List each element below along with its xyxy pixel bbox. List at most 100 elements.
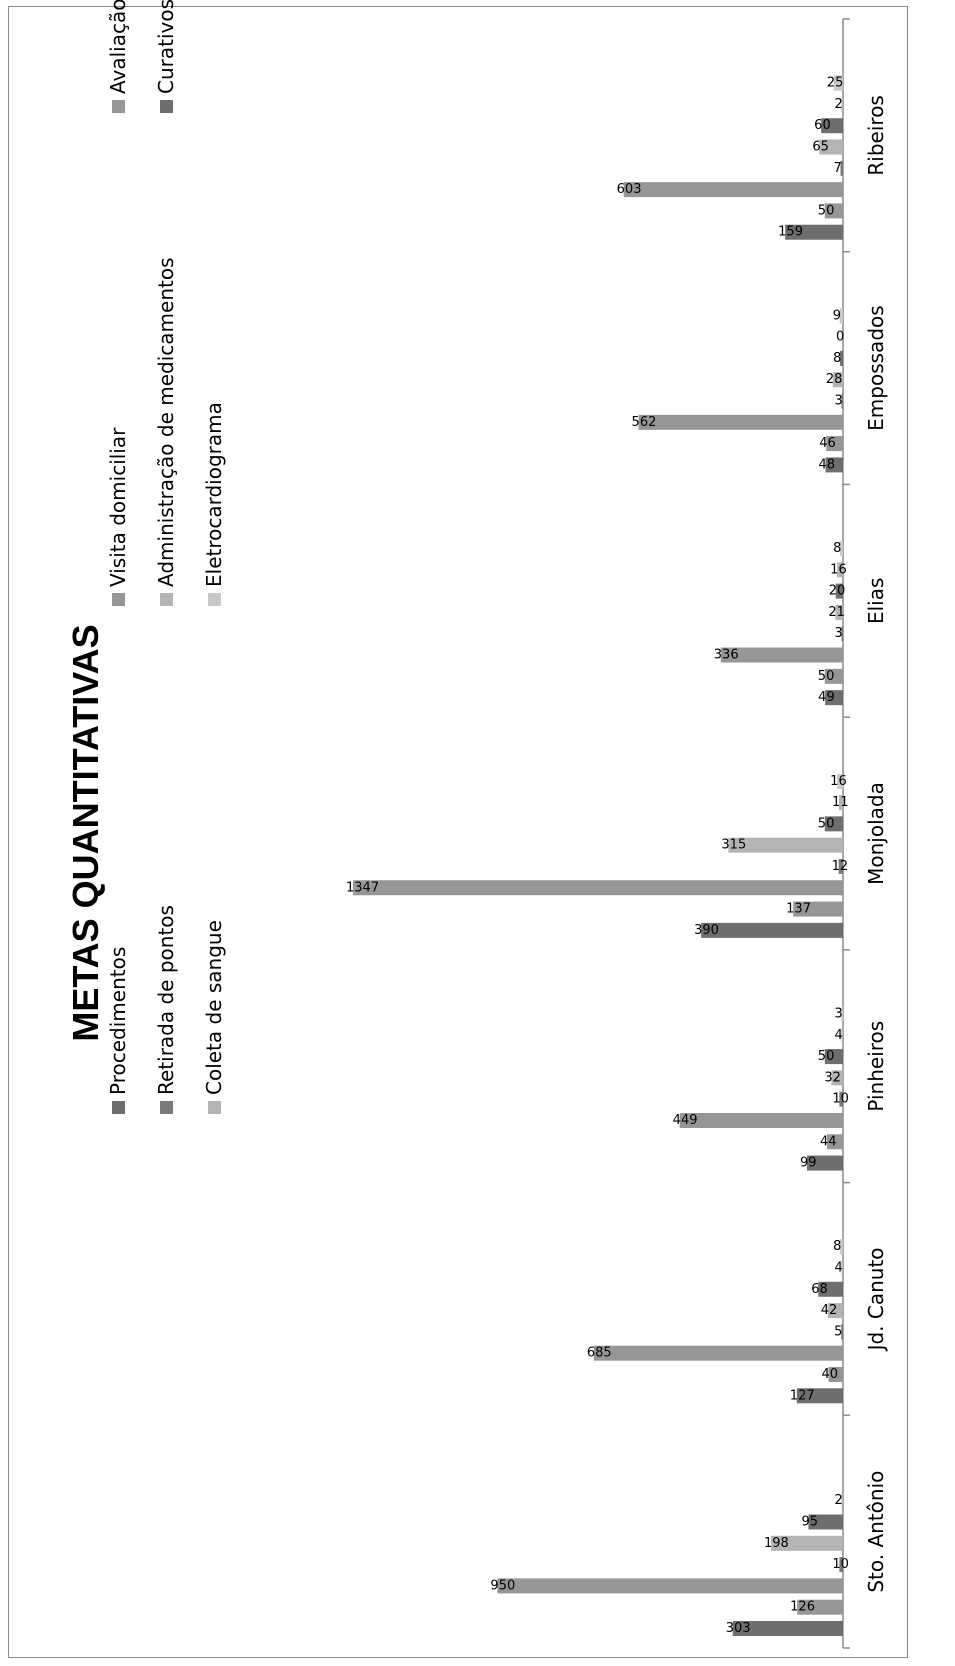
value-label: 21 [828, 605, 845, 620]
value-label: 2 [835, 97, 843, 112]
bar-retirada-de-pontos-ribeiros [840, 160, 844, 176]
bar-procedimentos-elias [825, 690, 844, 706]
bar-coleta-de-sangue-jd-canuto [841, 1260, 843, 1276]
value-label: 137 [786, 902, 811, 917]
legend-label-administracao-de-medicamentos: Administração de medicamentos [154, 258, 178, 588]
category-label-sto-antonio: Sto. Antônio [864, 1471, 888, 1593]
bar-coleta-de-sangue-pinheiros [841, 1027, 843, 1043]
value-label: 10 [832, 1092, 849, 1107]
bar-visita-domiciliar-empossados [638, 414, 843, 430]
value-label: 3 [835, 394, 843, 409]
bar-curativos-monjolada [824, 816, 844, 832]
bar-administracao-de-medicamentos-jd-canuto [827, 1303, 844, 1319]
value-label: 127 [790, 1388, 815, 1403]
bar-coleta-de-sangue-sto-antonio [841, 1493, 843, 1509]
legend-swatch-avaliacao-antropometrica [112, 100, 125, 113]
value-label: 95 [801, 1515, 818, 1530]
chart-frame [8, 6, 908, 1658]
bar-avaliacao-antropometrica-sto-antonio [797, 1599, 843, 1615]
category-label-ribeiros: Ribeiros [864, 95, 888, 175]
bar-procedimentos-ribeiros [785, 224, 843, 240]
value-label: 48 [819, 457, 836, 472]
value-label: 8 [833, 1239, 841, 1254]
legend-label-curativos: Curativos [154, 0, 178, 94]
bar-retirada-de-pontos-elias [841, 626, 843, 642]
value-label: 65 [812, 140, 829, 155]
legend-swatch-administracao-de-medicamentos [160, 593, 173, 606]
value-label: 60 [814, 118, 831, 133]
value-label: 20 [829, 584, 846, 599]
value-label: 42 [821, 1303, 838, 1318]
value-label: 198 [764, 1536, 789, 1551]
bar-avaliacao-antropometrica-elias [824, 668, 844, 684]
value-label: 3 [835, 1006, 843, 1021]
bar-eletrocardiograma-pinheiros [841, 1006, 843, 1022]
value-label: 40 [821, 1367, 838, 1382]
value-label: 0 [836, 330, 844, 345]
value-label: 50 [818, 816, 835, 831]
legend: Procedimentos Retirada de pontos Coleta de… [106, 0, 226, 1114]
value-label: 8 [833, 541, 841, 556]
value-label: 9 [833, 308, 841, 323]
bar-administracao-de-medicamentos-pinheiros [831, 1070, 843, 1086]
category-labels: Sto. Antônio Jd. Canuto Pinheiros Monjolada… [864, 95, 888, 1593]
value-label: 336 [714, 648, 739, 663]
bar-eletrocardiograma-ribeiros [833, 75, 843, 91]
value-label: 11 [832, 795, 849, 810]
value-label: 50 [818, 1049, 835, 1064]
legend-label-retirada-de-pontos: Retirada de pontos [154, 905, 178, 1095]
value-label: 10 [832, 1557, 849, 1572]
bar-procedimentos-pinheiros [806, 1155, 843, 1171]
bar-eletrocardiograma-elias [840, 541, 844, 557]
bar-administracao-de-medicamentos-empossados [832, 372, 843, 388]
bar-visita-domiciliar-monjolada [353, 880, 843, 896]
value-label: 50 [818, 669, 835, 684]
value-label: 16 [830, 774, 847, 789]
bar-administracao-de-medicamentos-elias [835, 604, 843, 620]
bar-curativos-empossados [840, 350, 844, 366]
value-labels: 3031269501019895212740685542684899444491… [346, 76, 849, 1636]
value-label: 3 [835, 626, 843, 641]
bar-eletrocardiograma-jd-canuto [840, 1239, 844, 1255]
value-label: 4 [835, 1028, 843, 1043]
bar-avaliacao-antropometrica-empossados [826, 436, 844, 452]
legend-label-avaliacao-antropometrica: Avaliação antropométrica [106, 0, 130, 94]
value-label: 1347 [346, 880, 379, 895]
bar-eletrocardiograma-empossados [839, 308, 844, 324]
value-label: 449 [673, 1113, 698, 1128]
value-label: 562 [632, 415, 657, 430]
bar-coleta-de-sangue-ribeiros [841, 96, 843, 112]
legend-swatch-eletrocardiograma [208, 593, 221, 606]
value-label: 46 [819, 436, 836, 451]
bar-retirada-de-pontos-monjolada [838, 858, 844, 874]
bar-coleta-de-sangue-monjolada [838, 795, 844, 811]
value-label: 49 [818, 690, 835, 705]
value-label: 12 [832, 859, 849, 874]
legend-swatch-retirada-de-pontos [160, 1101, 173, 1114]
bar-administracao-de-medicamentos-monjolada [728, 837, 844, 853]
bar-curativos-elias [835, 583, 843, 599]
bar-retirada-de-pontos-jd-canuto [841, 1324, 844, 1340]
legend-label-visita-domiciliar: Visita domiciliar [106, 427, 130, 587]
value-label: 25 [827, 76, 844, 91]
value-label: 159 [778, 225, 803, 240]
category-label-jd-canuto: Jd. Canuto [864, 1247, 888, 1352]
chart-title: METAS QUANTITATIVAS [65, 624, 106, 1041]
legend-label-eletrocardiograma: Eletrocardiograma [202, 402, 226, 587]
bar-curativos-pinheiros [824, 1049, 844, 1065]
value-label: 8 [833, 351, 841, 366]
bar-avaliacao-antropometrica-monjolada [793, 901, 844, 917]
value-label: 7 [833, 161, 841, 176]
value-label: 44 [820, 1134, 837, 1149]
value-label: 5 [834, 1324, 842, 1339]
bar-procedimentos-monjolada [701, 922, 843, 938]
bar-visita-domiciliar-elias [720, 647, 843, 663]
value-label: 315 [721, 838, 746, 853]
value-label: 685 [587, 1346, 612, 1361]
category-label-monjolada: Monjolada [864, 782, 888, 885]
value-label: 32 [824, 1070, 841, 1085]
value-label: 126 [790, 1600, 815, 1615]
value-label: 603 [617, 182, 642, 197]
bar-curativos-sto-antonio [808, 1514, 843, 1530]
